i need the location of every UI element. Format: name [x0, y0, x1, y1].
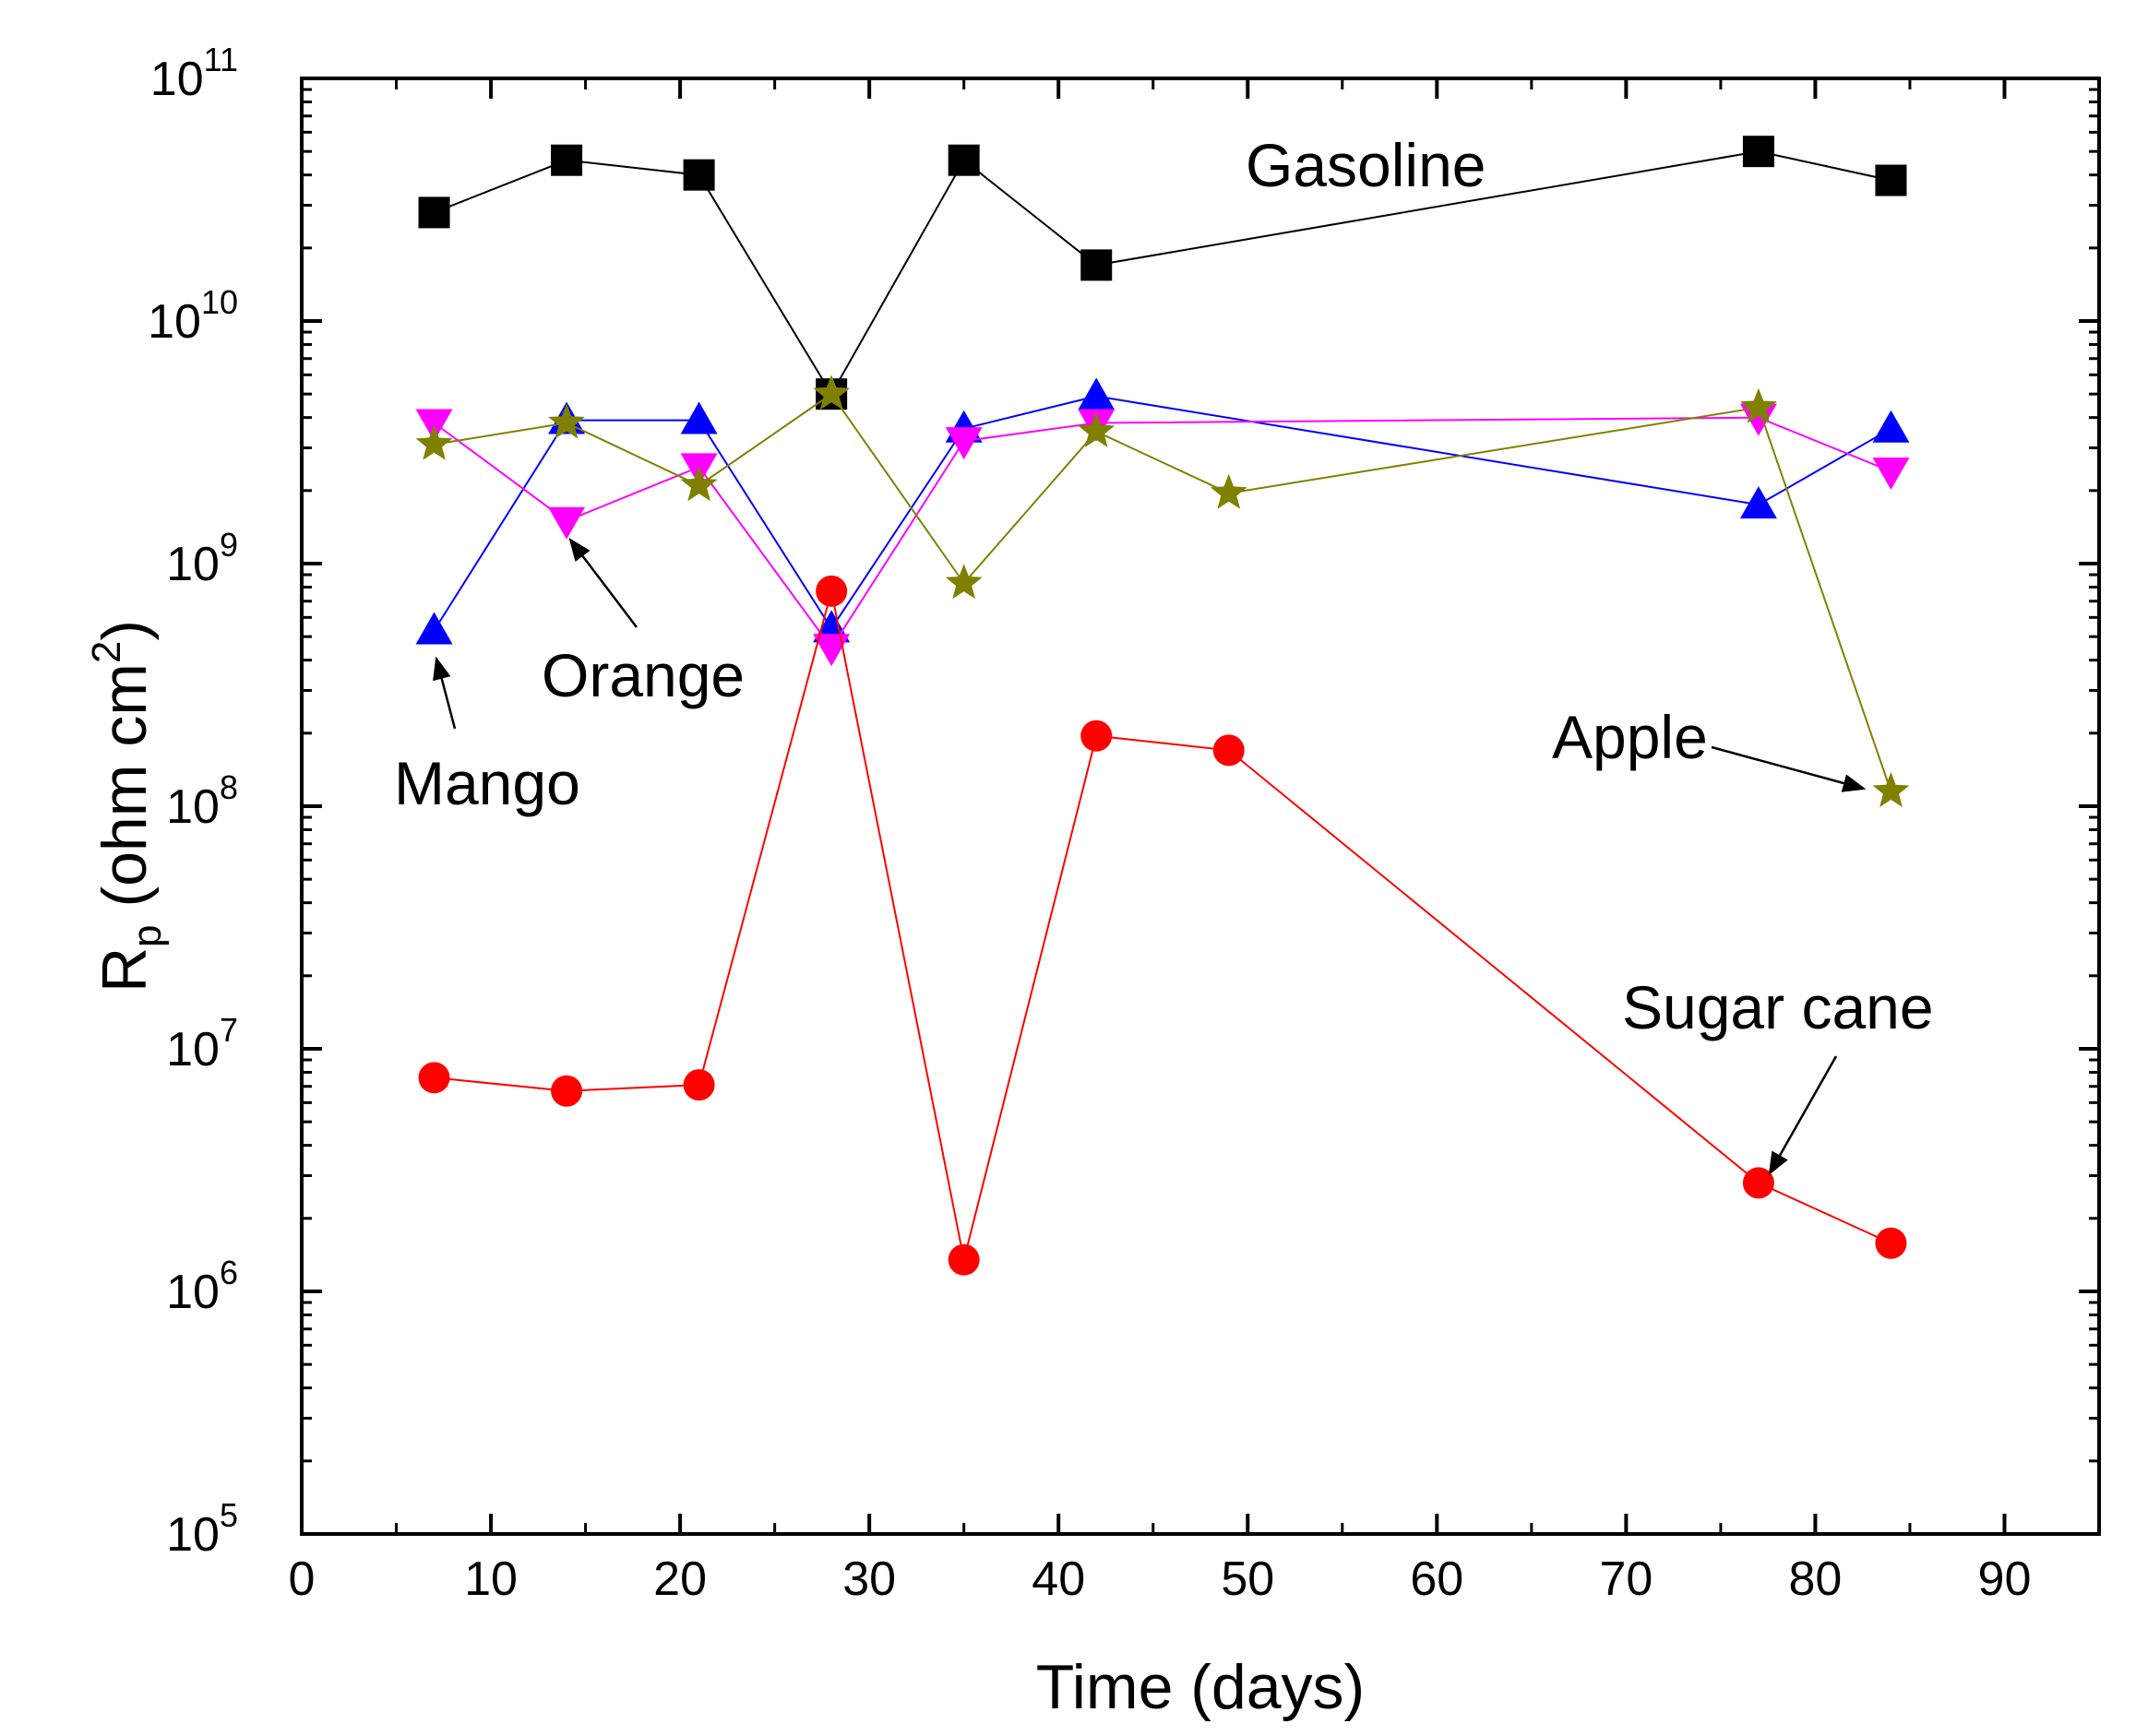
annotation-arrow-sugar-cane: [1768, 1055, 1838, 1176]
data-point-apple: [680, 466, 718, 502]
y-axis-title-close: ): [89, 620, 160, 641]
series-orange: [415, 403, 1910, 667]
x-tick-label: 80: [1788, 1552, 1842, 1606]
data-point-gasoline: [948, 144, 980, 176]
y-tick-label: 107: [166, 1011, 238, 1076]
data-point-sugar-cane: [683, 1069, 715, 1101]
annotation-sugar-cane: Sugar cane: [1622, 973, 1934, 1041]
y-axis-title-subscript: p: [125, 924, 170, 946]
x-axis-ticks: 0 10 20 30 40 50 60 70 80 90: [289, 78, 2032, 1606]
data-point-sugar-cane: [816, 575, 848, 607]
annotation-apple: Apple: [1552, 703, 1708, 771]
data-point-mango: [1872, 410, 1910, 443]
data-point-sugar-cane: [1742, 1167, 1774, 1199]
data-point-gasoline: [418, 196, 450, 229]
x-tick-label: 0: [289, 1552, 316, 1606]
x-tick-label: 60: [1410, 1552, 1463, 1606]
y-tick-exponent: 11: [204, 41, 238, 78]
x-tick-label: 40: [1032, 1552, 1085, 1606]
x-tick-label: 20: [653, 1552, 707, 1606]
x-tick-label: 70: [1599, 1552, 1653, 1606]
y-tick-label: 1010: [148, 283, 238, 349]
data-point-gasoline: [683, 159, 715, 191]
y-tick-exponent: 6: [220, 1254, 238, 1291]
data-point-mango: [1739, 486, 1777, 519]
data-point-sugar-cane: [1212, 734, 1245, 767]
y-tick-base: 10: [166, 538, 220, 591]
y-tick-label: 108: [166, 768, 238, 834]
y-tick-exponent: 8: [220, 768, 238, 806]
y-tick-label: 105: [166, 1496, 238, 1562]
x-tick-label: 10: [464, 1552, 518, 1606]
annotations: Gasoline Mango Orange Apple Sugar cane: [394, 131, 1934, 1176]
data-point-apple: [1210, 473, 1247, 509]
data-point-gasoline: [551, 144, 583, 176]
data-point-apple: [1739, 387, 1777, 423]
data-point-mango: [680, 401, 718, 434]
data-point-apple: [548, 403, 585, 439]
data-point-sugar-cane: [418, 1062, 450, 1094]
y-tick-exponent: 5: [220, 1496, 238, 1534]
data-point-orange: [1872, 458, 1910, 491]
data-point-orange: [945, 427, 983, 460]
y-axis-title-superscript: 2: [84, 641, 129, 663]
data-point-mango: [415, 612, 453, 645]
y-tick-label: 106: [166, 1254, 238, 1319]
y-tick-label: 1011: [150, 41, 238, 106]
series-line-orange: [433, 416, 1891, 649]
data-point-apple: [945, 564, 983, 600]
y-axis-title-main: R: [89, 947, 160, 993]
data-point-orange: [548, 506, 586, 540]
annotation-arrow-orange: [568, 538, 638, 628]
y-tick-base: 10: [148, 295, 201, 349]
annotation-arrow-mango: [433, 656, 457, 730]
y-tick-base: 10: [166, 780, 220, 834]
data-point-sugar-cane: [948, 1243, 980, 1276]
x-axis-title: Time (days): [1036, 1652, 1365, 1722]
y-tick-base: 10: [166, 1266, 220, 1319]
data-point-apple: [1078, 411, 1116, 447]
y-tick-base: 10: [150, 53, 204, 106]
data-point-apple: [813, 375, 851, 410]
series-layer: [415, 136, 1910, 1276]
x-tick-label: 30: [842, 1552, 896, 1606]
y-axis-title: Rp (ohm cm2): [84, 620, 170, 993]
data-point-apple: [1872, 772, 1910, 807]
data-point-sugar-cane: [1080, 719, 1113, 752]
data-point-apple: [415, 424, 453, 460]
data-point-mango: [1078, 377, 1116, 410]
y-tick-exponent: 7: [220, 1011, 238, 1049]
series-apple: [415, 375, 1910, 807]
data-point-sugar-cane: [1875, 1227, 1907, 1259]
y-tick-exponent: 10: [201, 283, 238, 321]
data-point-orange: [1739, 403, 1777, 436]
x-tick-label: 50: [1221, 1552, 1274, 1606]
y-axis-title-rest: (ohm cm: [89, 663, 160, 924]
x-tick-label: 90: [1978, 1552, 2032, 1606]
data-point-gasoline: [1080, 249, 1113, 281]
y-tick-base: 10: [166, 1508, 220, 1562]
annotation-orange: Orange: [542, 641, 745, 709]
data-point-sugar-cane: [551, 1075, 583, 1107]
annotation-arrow-apple: [1711, 745, 1867, 792]
data-point-gasoline: [1742, 136, 1774, 168]
y-tick-label: 109: [166, 526, 238, 591]
y-tick-exponent: 9: [220, 526, 238, 564]
annotation-mango: Mango: [394, 749, 580, 817]
series-gasoline: [418, 136, 1907, 410]
annotation-gasoline: Gasoline: [1246, 131, 1486, 199]
data-point-gasoline: [1875, 164, 1907, 196]
series-line-gasoline: [434, 150, 1891, 397]
series-sugar-cane: [418, 575, 1907, 1276]
y-tick-base: 10: [166, 1023, 220, 1076]
series-line-mango: [433, 395, 1891, 632]
